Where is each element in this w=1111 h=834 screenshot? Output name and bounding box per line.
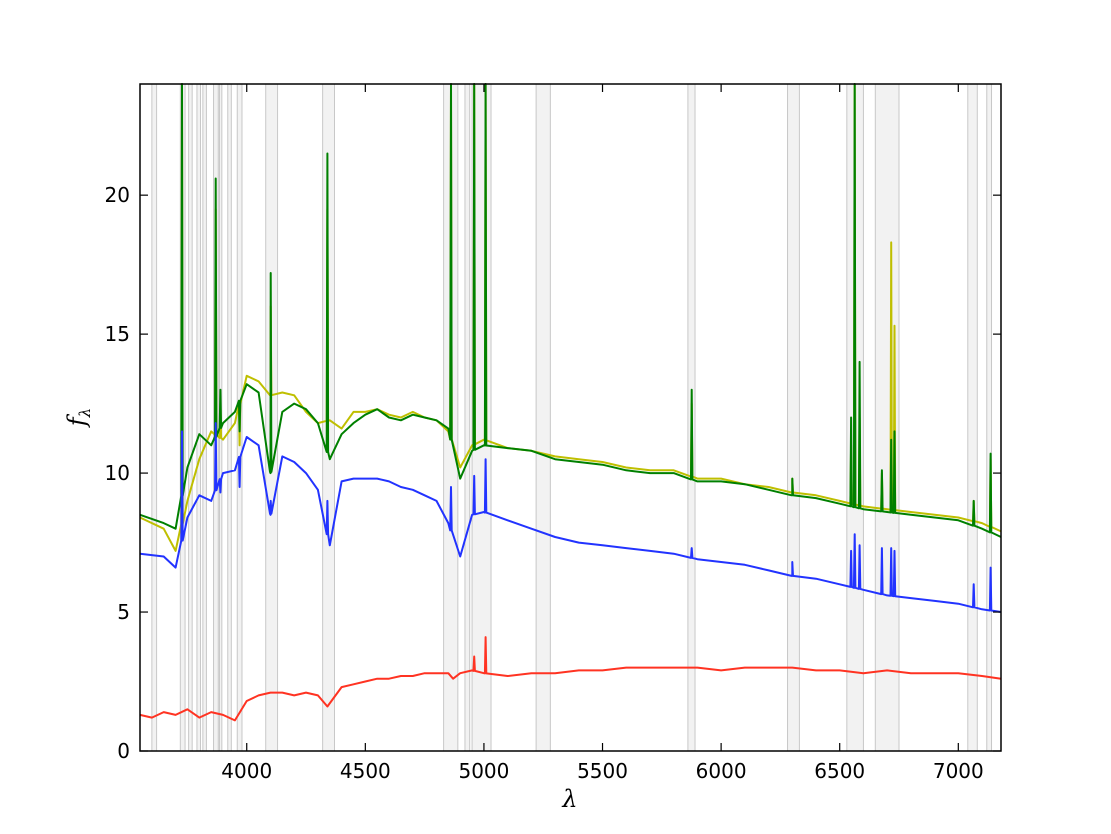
y-tick-label: 10 <box>105 461 130 485</box>
masked-band <box>967 83 978 752</box>
x-axis-label: λ <box>561 785 577 813</box>
y-tick-label: 20 <box>105 183 130 207</box>
masked-band <box>151 83 158 752</box>
y-tick-label: 5 <box>117 600 130 624</box>
x-tick-label: 5000 <box>458 759 509 783</box>
masked-band <box>535 83 551 752</box>
x-tick-label: 4000 <box>221 759 272 783</box>
x-tick-label: 6500 <box>814 759 865 783</box>
x-tick-label: 4500 <box>340 759 391 783</box>
y-tick-label: 15 <box>105 322 130 346</box>
model-fit-line <box>139 83 1002 538</box>
masked-band <box>787 83 800 752</box>
plot-frame <box>139 83 1002 752</box>
red-component-line <box>139 636 1002 722</box>
masked-band <box>986 83 993 752</box>
masked-band <box>188 83 193 752</box>
masked-band <box>202 83 207 752</box>
series-lines <box>139 83 1002 722</box>
x-tick-label: 5500 <box>577 759 628 783</box>
tick-marks: 4000 4500 5000 5500 6000 6500 7000 0 5 10 15 20 <box>105 84 1001 783</box>
y-tick-label: 0 <box>117 739 130 763</box>
x-tick-label: 7000 <box>933 759 984 783</box>
y-axis-label-subscript: λ <box>76 408 94 419</box>
masked-band <box>196 83 201 752</box>
masked-band <box>464 83 471 752</box>
x-tick-label: 6000 <box>696 759 747 783</box>
stellar-component-line <box>139 422 1002 613</box>
